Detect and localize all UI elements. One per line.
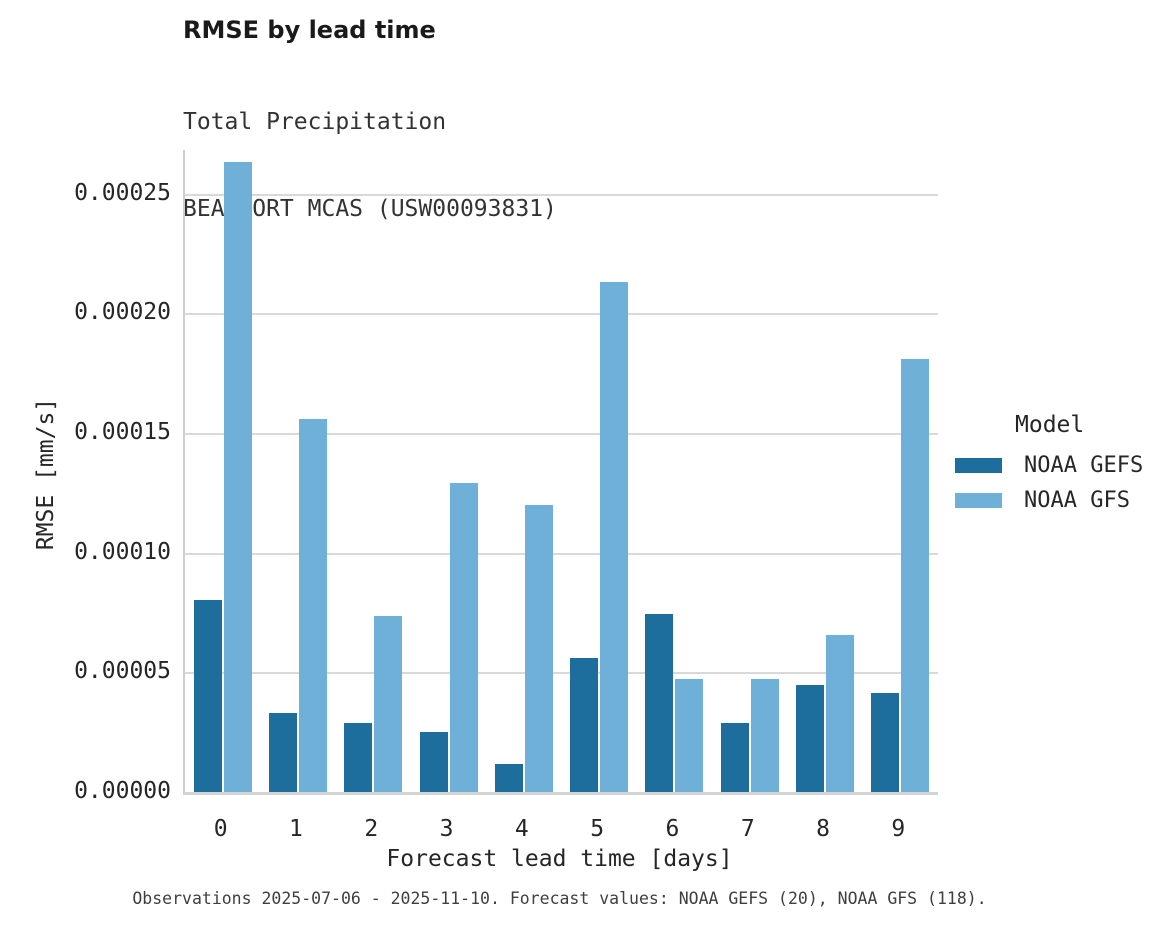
- bar-noaa-gefs-lead-7: [720, 722, 749, 792]
- chart-subtitle-variable: Total Precipitation: [183, 109, 447, 135]
- y-tick-0.00010: 0.00010: [74, 538, 171, 565]
- bar-noaa-gefs-lead-4: [494, 764, 523, 792]
- x-tick-4: 4: [514, 816, 529, 842]
- gridline-0.00015: [185, 432, 938, 435]
- y-tick-0.00000: 0.00000: [74, 778, 171, 804]
- legend-title: Model: [1015, 412, 1085, 438]
- bar-noaa-gfs-lead-4: [524, 504, 553, 792]
- bar-noaa-gfs-lead-3: [449, 483, 478, 792]
- bar-noaa-gfs-lead-0: [223, 162, 252, 792]
- legend-entry-noaa-gefs: NOAA GEFS: [955, 448, 1143, 483]
- bar-noaa-gfs-lead-1: [298, 418, 327, 792]
- x-tick-5: 5: [590, 816, 605, 842]
- chart-subtitle-station: BEAUFORT MCAS (USW00093831): [183, 196, 557, 222]
- y-tick-0.00025: 0.00025: [74, 179, 171, 206]
- legend-entry-noaa-gfs: NOAA GFS: [955, 483, 1143, 518]
- x-tick-0: 0: [213, 816, 228, 842]
- bar-noaa-gfs-lead-8: [826, 634, 855, 792]
- bar-noaa-gefs-lead-3: [419, 731, 448, 792]
- plot-area: [183, 150, 938, 795]
- bar-noaa-gefs-lead-5: [570, 657, 599, 792]
- bar-noaa-gefs-lead-2: [344, 722, 373, 792]
- y-tick-0.00005: 0.00005: [74, 658, 171, 685]
- legend-swatch: [955, 458, 1002, 473]
- gridline-0.00020: [185, 313, 938, 316]
- x-tick-2: 2: [364, 816, 379, 842]
- bar-noaa-gfs-lead-2: [374, 616, 403, 792]
- chart-subtitle: Total Precipitation BEAUFORT MCAS (USW00…: [183, 50, 557, 282]
- bar-noaa-gfs-lead-9: [901, 358, 930, 792]
- x-tick-1: 1: [289, 816, 303, 842]
- footer-caption: Observations 2025-07-06 - 2025-11-10. Fo…: [132, 889, 987, 908]
- bar-noaa-gefs-lead-8: [796, 685, 825, 792]
- y-tick-0.00015: 0.00015: [74, 418, 171, 445]
- x-axis-label: Forecast lead time [days]: [386, 846, 733, 872]
- x-tick-6: 6: [665, 816, 680, 842]
- x-tick-7: 7: [740, 816, 755, 842]
- bar-noaa-gefs-lead-0: [193, 600, 222, 792]
- y-tick-0.00020: 0.00020: [74, 299, 171, 326]
- legend-swatch: [955, 493, 1002, 508]
- legend-label: NOAA GFS: [1024, 488, 1130, 513]
- bar-noaa-gfs-lead-6: [675, 679, 704, 792]
- legend-entries: NOAA GEFS NOAA GFS: [955, 448, 1143, 518]
- bar-noaa-gefs-lead-6: [645, 613, 674, 792]
- chart-title: RMSE by lead time: [183, 16, 436, 44]
- x-tick-8: 8: [816, 816, 830, 842]
- x-tick-3: 3: [439, 816, 454, 842]
- legend-label: NOAA GEFS: [1024, 453, 1144, 478]
- bar-noaa-gfs-lead-7: [750, 679, 779, 792]
- gridline-0.00010: [185, 552, 938, 555]
- legend: Model NOAA GEFS NOAA GFS: [955, 412, 1143, 518]
- bar-noaa-gefs-lead-1: [268, 712, 297, 792]
- gridline-0.00005: [185, 672, 938, 675]
- x-tick-9: 9: [891, 816, 906, 842]
- bar-noaa-gefs-lead-9: [871, 693, 900, 792]
- bar-noaa-gfs-lead-5: [600, 282, 629, 792]
- gridline-0.00025: [185, 193, 938, 196]
